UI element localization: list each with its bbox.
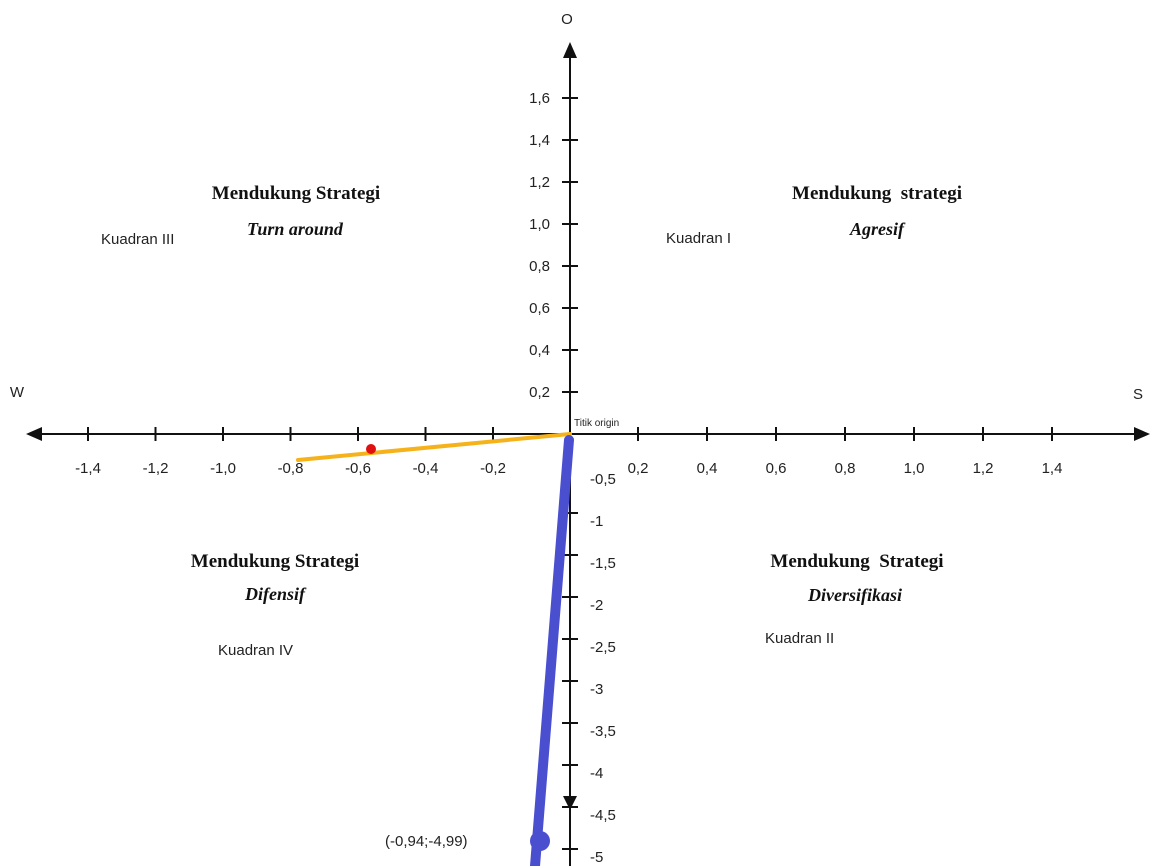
y-tick-label: 0,8 (529, 258, 550, 275)
y-tick-label: -4 (590, 765, 603, 782)
x-tick-label: 1,4 (1042, 460, 1063, 477)
x-tick-label: -0,6 (345, 460, 371, 477)
x-tick-label: 0,4 (697, 460, 718, 477)
x-tick-label: -1,2 (143, 460, 169, 477)
y-tick-label: -2,5 (590, 639, 616, 656)
quadrant-ii-title: Mendukung Strategi (770, 551, 943, 572)
axes (26, 42, 1150, 866)
result-point (530, 831, 550, 851)
y-tick-label: 0,6 (529, 300, 550, 317)
y-tick-label: 1,6 (529, 90, 550, 107)
y-tick-label: 0,2 (529, 384, 550, 401)
y-tick-label: 1,0 (529, 216, 550, 233)
y-negative-ticks: -0,5 -1 -1,5 -2 -2,5 -3 -3,5 -4 -4,5 -5 (562, 471, 616, 866)
quadrant-i-title: Mendukung strategi (792, 183, 962, 204)
quadrant-ii-strategy: Diversifikasi (807, 585, 902, 605)
quadrant-iv-strategy: Difensif (244, 584, 307, 604)
y-axis-arrow-down (563, 796, 577, 810)
y-tick-label: -5 (590, 849, 603, 866)
quadrant-iv-title: Mendukung Strategi (191, 551, 359, 572)
x-tick-label: 0,6 (766, 460, 787, 477)
y-tick-label: -1,5 (590, 555, 616, 572)
quadrant-iv-label: Kuadran IV (218, 642, 293, 659)
orange-line (296, 432, 572, 462)
x-negative-ticks: -1,4 -1,2 -1,0 -0,8 -0,6 -0,4 -0,2 (75, 427, 506, 477)
y-tick-label: 1,2 (529, 174, 550, 191)
x-tick-label: -1,0 (210, 460, 236, 477)
x-tick-label: 0,2 (628, 460, 649, 477)
result-point-label: (-0,94;-4,99) (385, 833, 468, 850)
y-tick-label: -0,5 (590, 471, 616, 488)
quadrant-i: Mendukung strategi Agresif Kuadran I (666, 183, 962, 247)
x-tick-label: -0,2 (480, 460, 506, 477)
origin-label: Titik origin (574, 418, 619, 429)
y-tick-label: 1,4 (529, 132, 550, 149)
y-tick-label: -3 (590, 681, 603, 698)
x-tick-label: 1,2 (973, 460, 994, 477)
y-positive-ticks: 1,6 1,4 1,2 1,0 0,8 0,6 0,4 0,2 (529, 90, 578, 401)
quadrant-iii-strategy: Turn around (247, 219, 344, 239)
quadrant-ii: Mendukung Strategi Diversifikasi Kuadran… (765, 551, 944, 647)
x-tick-label: -0,4 (413, 460, 439, 477)
axis-label-right: S (1133, 386, 1143, 403)
quadrant-ii-label: Kuadran II (765, 630, 834, 647)
quadrant-iii-title: Mendukung Strategi (212, 183, 380, 204)
x-tick-label: 1,0 (904, 460, 925, 477)
x-tick-label: -0,8 (278, 460, 304, 477)
x-axis-arrow-right (1134, 427, 1150, 441)
x-axis-arrow-left (26, 427, 42, 441)
result-vector-line (530, 435, 574, 866)
axis-label-top: O (561, 11, 573, 28)
quadrant-i-label: Kuadran I (666, 230, 731, 247)
quadrant-iv: Mendukung Strategi Difensif Kuadran IV (191, 551, 359, 659)
quadrant-i-strategy: Agresif (849, 219, 906, 239)
axis-label-left: W (10, 384, 25, 401)
y-tick-label: -4,5 (590, 807, 616, 824)
quadrant-iii-label: Kuadran III (101, 231, 174, 248)
y-axis-arrow-up (563, 42, 577, 58)
x-tick-label: 0,8 (835, 460, 856, 477)
y-tick-label: -1 (590, 513, 603, 530)
y-tick-label: 0,4 (529, 342, 550, 359)
marker-point (366, 444, 376, 454)
x-positive-ticks: 0,2 0,4 0,6 0,8 1,0 1,2 1,4 (628, 427, 1063, 477)
x-tick-label: -1,4 (75, 460, 101, 477)
y-tick-label: -3,5 (590, 723, 616, 740)
y-tick-label: -2 (590, 597, 603, 614)
quadrant-iii: Mendukung Strategi Turn around Kuadran I… (101, 183, 380, 248)
